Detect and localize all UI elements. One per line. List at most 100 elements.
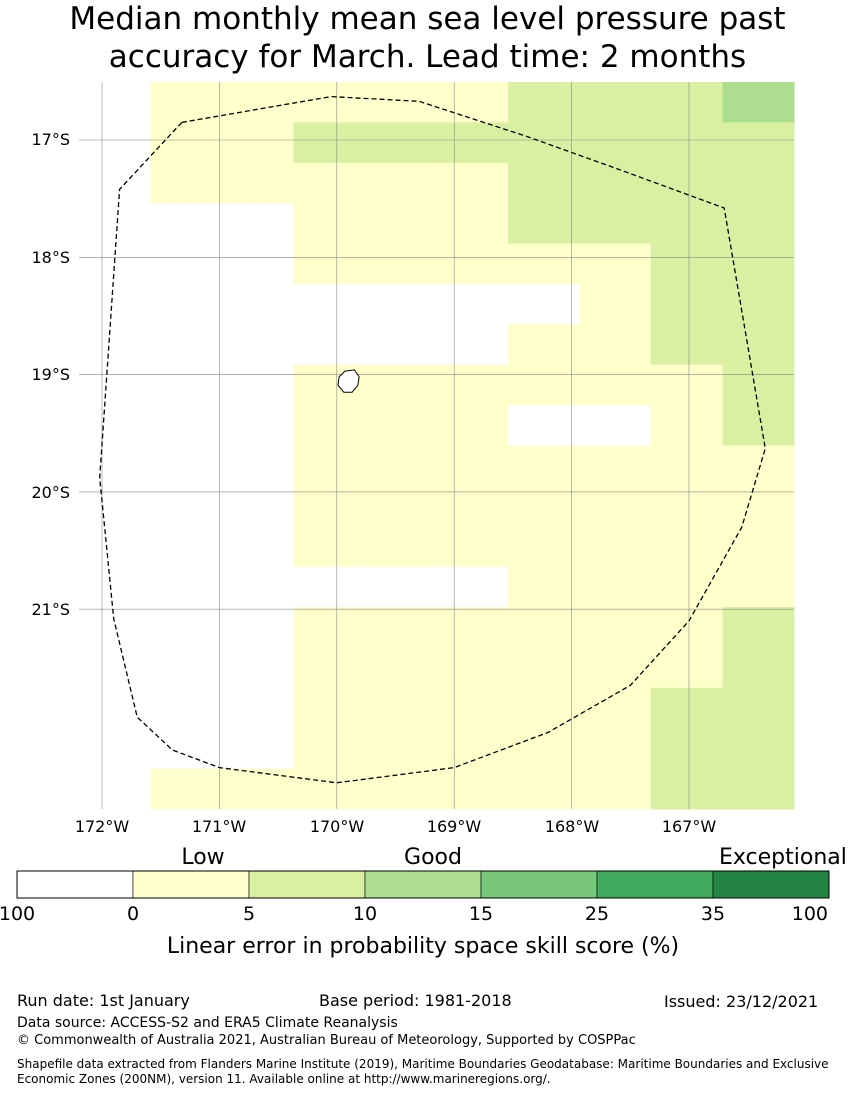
skill-cell (579, 405, 652, 446)
issued-date: Issued: 23/12/2021 (664, 992, 819, 1011)
skill-cell (722, 122, 795, 164)
copyright: © Commonwealth of Australia 2021, Austra… (17, 1033, 636, 1048)
colorbar-swatches (16, 870, 830, 899)
colorbar-swatch (364, 870, 482, 899)
skill-cell (436, 203, 509, 245)
skill-cell (365, 607, 437, 648)
skill-cell (222, 283, 294, 325)
skill-cell (436, 687, 509, 729)
skill-cell (79, 203, 151, 245)
skill-cell (651, 203, 723, 245)
skill-cell (150, 445, 223, 487)
title-line-1: Median monthly mean sea level pressure p… (69, 1, 786, 37)
skill-cell (722, 768, 795, 810)
skill-cell (508, 405, 580, 446)
category-exceptional: Exceptional (719, 845, 847, 870)
skill-cell (651, 566, 723, 608)
skill-cell (79, 647, 151, 689)
skill-cell (651, 728, 723, 770)
skill-cell (508, 647, 580, 689)
lon-label: 168°W (545, 817, 600, 836)
skill-cell (222, 647, 294, 689)
skill-cell (722, 82, 795, 123)
skill-cell (79, 768, 151, 810)
skill-cell (651, 607, 723, 648)
skill-cell (722, 526, 795, 568)
colorbar-tick: 100 (792, 903, 828, 925)
skill-cell (651, 485, 723, 527)
skill-cell (222, 526, 294, 568)
colorbar-tick: 5 (243, 903, 255, 925)
longitude-labels: 172°W 171°W 170°W 169°W 168°W 167°W (75, 817, 717, 836)
skill-cell (79, 405, 151, 446)
skill-cell (365, 526, 437, 568)
skill-cell (293, 324, 366, 366)
skill-cell (365, 768, 437, 810)
skill-cell (436, 485, 509, 527)
skill-cell (222, 728, 294, 770)
colorbar-tick: 100 (0, 903, 35, 925)
skill-cell (293, 607, 366, 648)
skill-cell (508, 566, 580, 608)
skill-cell (150, 122, 223, 164)
run-date: Run date: 1st January (17, 991, 190, 1010)
skill-cell (79, 162, 151, 204)
skill-cell (579, 647, 652, 689)
skill-cell (150, 607, 223, 648)
skill-cell (150, 526, 223, 568)
skill-cell (293, 162, 366, 204)
skill-cell (222, 485, 294, 527)
skill-cell (651, 324, 723, 366)
skill-cell (222, 607, 294, 648)
skill-cell (150, 647, 223, 689)
skill-cell (365, 122, 437, 164)
skill-cell (508, 485, 580, 527)
skill-cell (150, 243, 223, 285)
skill-cell (722, 687, 795, 729)
skill-cell (651, 647, 723, 689)
skill-cell (293, 526, 366, 568)
skill-cell (365, 203, 437, 245)
skill-cell (293, 405, 366, 446)
skill-cell (79, 526, 151, 568)
colorbar-tick: 0 (127, 903, 139, 925)
colorbar-label: Linear error in probability space skill … (167, 934, 679, 959)
skill-cell (365, 324, 437, 366)
skill-cell (436, 324, 509, 366)
skill-cell (79, 607, 151, 648)
skill-cell (79, 566, 151, 608)
lat-label: 19°S (31, 365, 70, 384)
skill-cell (436, 445, 509, 487)
skill-cell (150, 687, 223, 729)
skill-cell (79, 485, 151, 527)
skill-cell (79, 687, 151, 729)
niue-island-outline (337, 369, 360, 393)
colorbar-swatch (596, 870, 714, 899)
lat-label: 17°S (31, 130, 70, 149)
skill-cell (222, 768, 294, 810)
latitude-labels: 17°S 18°S 19°S 20°S 21°S (31, 130, 70, 619)
skill-cell (293, 768, 366, 810)
skill-cell (722, 203, 795, 245)
skill-cell (293, 728, 366, 770)
skill-cell (365, 728, 437, 770)
skill-cell (293, 445, 366, 487)
skill-cell (722, 607, 795, 648)
skill-cell (436, 566, 509, 608)
skill-cell (651, 768, 723, 810)
skill-cell (293, 122, 366, 164)
skill-cell (508, 607, 580, 648)
base-period: Base period: 1981-2018 (319, 991, 512, 1010)
skill-cell (150, 485, 223, 527)
lon-label: 171°W (192, 817, 247, 836)
skill-cell (222, 203, 294, 245)
skill-cell (365, 283, 437, 325)
skill-cell (436, 82, 509, 123)
skill-cell (436, 162, 509, 204)
skill-cell (150, 162, 223, 204)
colorbar-swatch (16, 870, 134, 899)
skill-cell (79, 324, 151, 366)
skill-cell (722, 324, 795, 366)
skill-cell (293, 566, 366, 608)
skill-cell (722, 283, 795, 325)
